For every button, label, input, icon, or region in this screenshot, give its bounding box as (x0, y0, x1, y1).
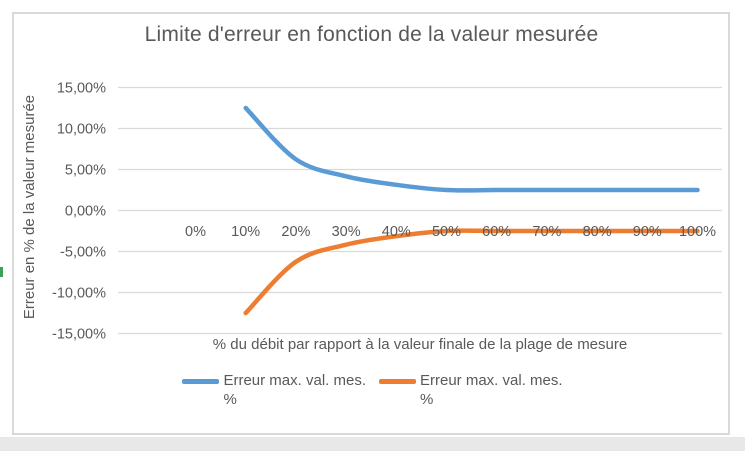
legend-label-line2: % (420, 390, 434, 408)
legend-label-line2: % (223, 390, 237, 408)
series-line-1[interactable] (243, 228, 700, 316)
legend-label-line1: Erreur max. val. mes. (223, 372, 366, 389)
legend-label: Erreur max. val. mes. % (223, 372, 366, 410)
y-axis-tick-label: -5,00% (60, 245, 106, 261)
y-axis-tick-label: -15,00% (52, 327, 106, 343)
series-line-0[interactable] (243, 105, 700, 193)
y-axis-tick-label: 15,00% (57, 81, 106, 97)
x-axis-tick-label: 80% (583, 224, 612, 240)
x-axis-tick-label: 40% (382, 224, 411, 240)
x-axis-tick-label: 50% (432, 224, 461, 240)
x-axis-tick-label: 90% (633, 224, 662, 240)
legend-item-orange-series[interactable]: Erreur max. val. mes. % (379, 372, 563, 410)
chart-title[interactable]: Limite d'erreur en fonction de la valeur… (144, 23, 599, 46)
x-axis-tick-label: 100% (679, 224, 716, 240)
y-axis-tick-label: 10,00% (57, 122, 106, 138)
blue-line-swatch-icon (182, 379, 220, 384)
legend-label: Erreur max. val. mes. % (420, 372, 563, 410)
legend-label-line1: Erreur max. val. mes. (420, 372, 563, 389)
x-axis-tick-label: 10% (231, 224, 260, 240)
chart-frame[interactable] (12, 12, 730, 435)
x-axis-tick-label: 0% (185, 224, 206, 240)
x-axis-tick-label: 20% (281, 224, 310, 240)
legend: Erreur max. val. mes. % Erreur max. val.… (0, 372, 745, 410)
legend-item-blue-series[interactable]: Erreur max. val. mes. % (182, 372, 366, 410)
x-axis-tick-label: 70% (532, 224, 561, 240)
x-axis-tick-label: 60% (482, 224, 511, 240)
y-axis-tick-label: 5,00% (65, 163, 106, 179)
orange-line-swatch-icon (379, 379, 416, 384)
x-axis-title[interactable]: % du débit par rapport à la valeur final… (212, 336, 628, 353)
y-axis-tick-label: -10,00% (52, 286, 106, 302)
page-bottom-strip (0, 437, 745, 451)
y-axis-tick-label: 0,00% (65, 204, 106, 220)
left-edge-green-mark (0, 267, 3, 277)
x-axis-tick-label: 30% (332, 224, 361, 240)
